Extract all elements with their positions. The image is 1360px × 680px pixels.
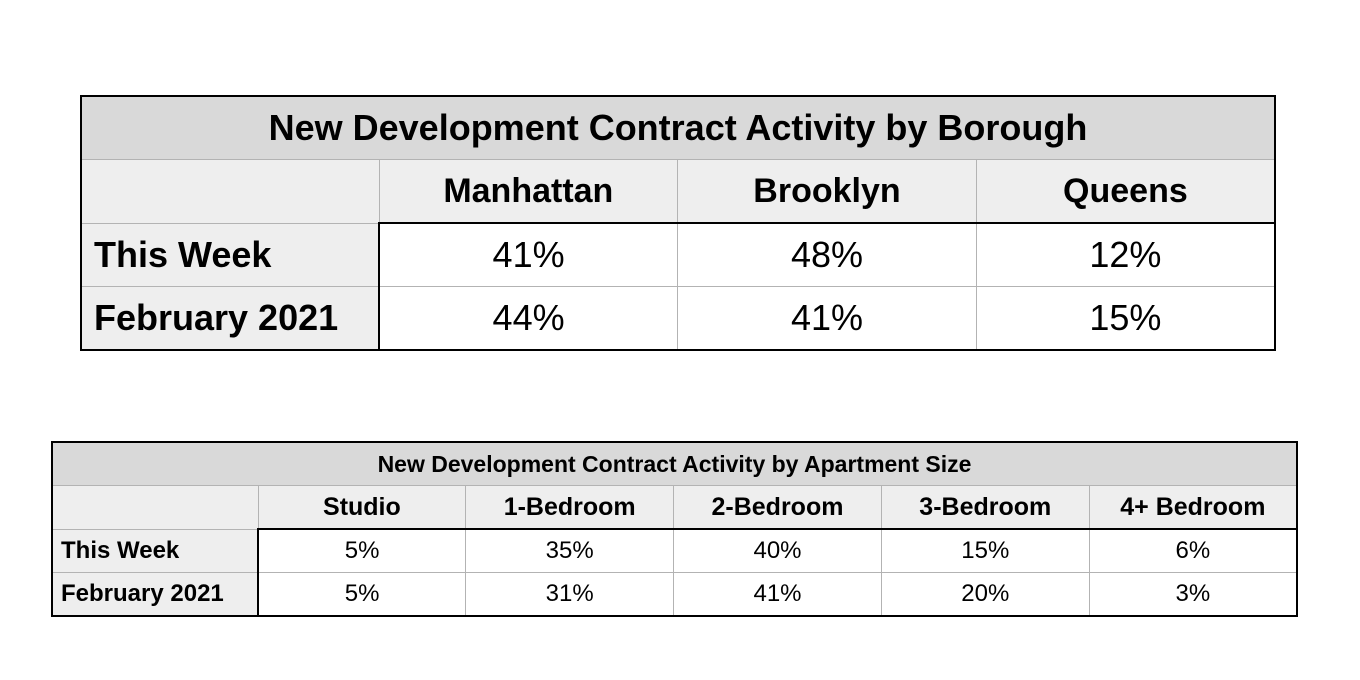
- column-header-1-bedroom: 1-Bedroom: [465, 485, 675, 530]
- row-label-this-week: This Week: [80, 222, 380, 287]
- value-cell: 41%: [378, 222, 679, 287]
- table-title-row: New Development Contract Activity by Apa…: [51, 441, 1298, 486]
- value-cell: 40%: [673, 528, 882, 573]
- value-cell: 41%: [673, 572, 882, 617]
- value-cell: 12%: [975, 222, 1276, 287]
- column-header-row: Manhattan Brooklyn Queens: [80, 159, 1276, 224]
- column-header-queens: Queens: [975, 159, 1276, 224]
- value-cell: 35%: [465, 528, 675, 573]
- row-label-february-2021: February 2021: [80, 286, 380, 351]
- table-row: This Week 5% 35% 40% 15% 6%: [51, 528, 1298, 573]
- value-cell: 41%: [677, 286, 977, 351]
- row-label-february-2021: February 2021: [51, 572, 259, 617]
- column-header-2-bedroom: 2-Bedroom: [673, 485, 882, 530]
- column-header-studio: Studio: [257, 485, 467, 530]
- value-cell: 15%: [975, 286, 1276, 351]
- table-title: New Development Contract Activity by Bor…: [80, 95, 1276, 160]
- column-header-4-plus-bedroom: 4+ Bedroom: [1088, 485, 1298, 530]
- table-title: New Development Contract Activity by Apa…: [51, 441, 1298, 486]
- table-row: This Week 41% 48% 12%: [80, 222, 1276, 287]
- value-cell: 48%: [677, 222, 977, 287]
- column-header-manhattan: Manhattan: [378, 159, 679, 224]
- table-row: February 2021 44% 41% 15%: [80, 286, 1276, 351]
- column-header-row: Studio 1-Bedroom 2-Bedroom 3-Bedroom 4+ …: [51, 485, 1298, 530]
- value-cell: 15%: [880, 528, 1090, 573]
- column-header-brooklyn: Brooklyn: [677, 159, 977, 224]
- row-label-this-week: This Week: [51, 528, 259, 573]
- value-cell: 44%: [378, 286, 679, 351]
- column-header-3-bedroom: 3-Bedroom: [880, 485, 1090, 530]
- borough-table: New Development Contract Activity by Bor…: [80, 95, 1276, 351]
- value-cell: 20%: [880, 572, 1090, 617]
- table-title-row: New Development Contract Activity by Bor…: [80, 95, 1276, 160]
- value-cell: 31%: [465, 572, 675, 617]
- value-cell: 5%: [257, 528, 467, 573]
- apartment-size-table: New Development Contract Activity by Apa…: [51, 441, 1298, 617]
- corner-cell: [80, 159, 380, 224]
- corner-cell: [51, 485, 259, 530]
- value-cell: 3%: [1088, 572, 1298, 617]
- value-cell: 5%: [257, 572, 467, 617]
- table-row: February 2021 5% 31% 41% 20% 3%: [51, 572, 1298, 617]
- value-cell: 6%: [1088, 528, 1298, 573]
